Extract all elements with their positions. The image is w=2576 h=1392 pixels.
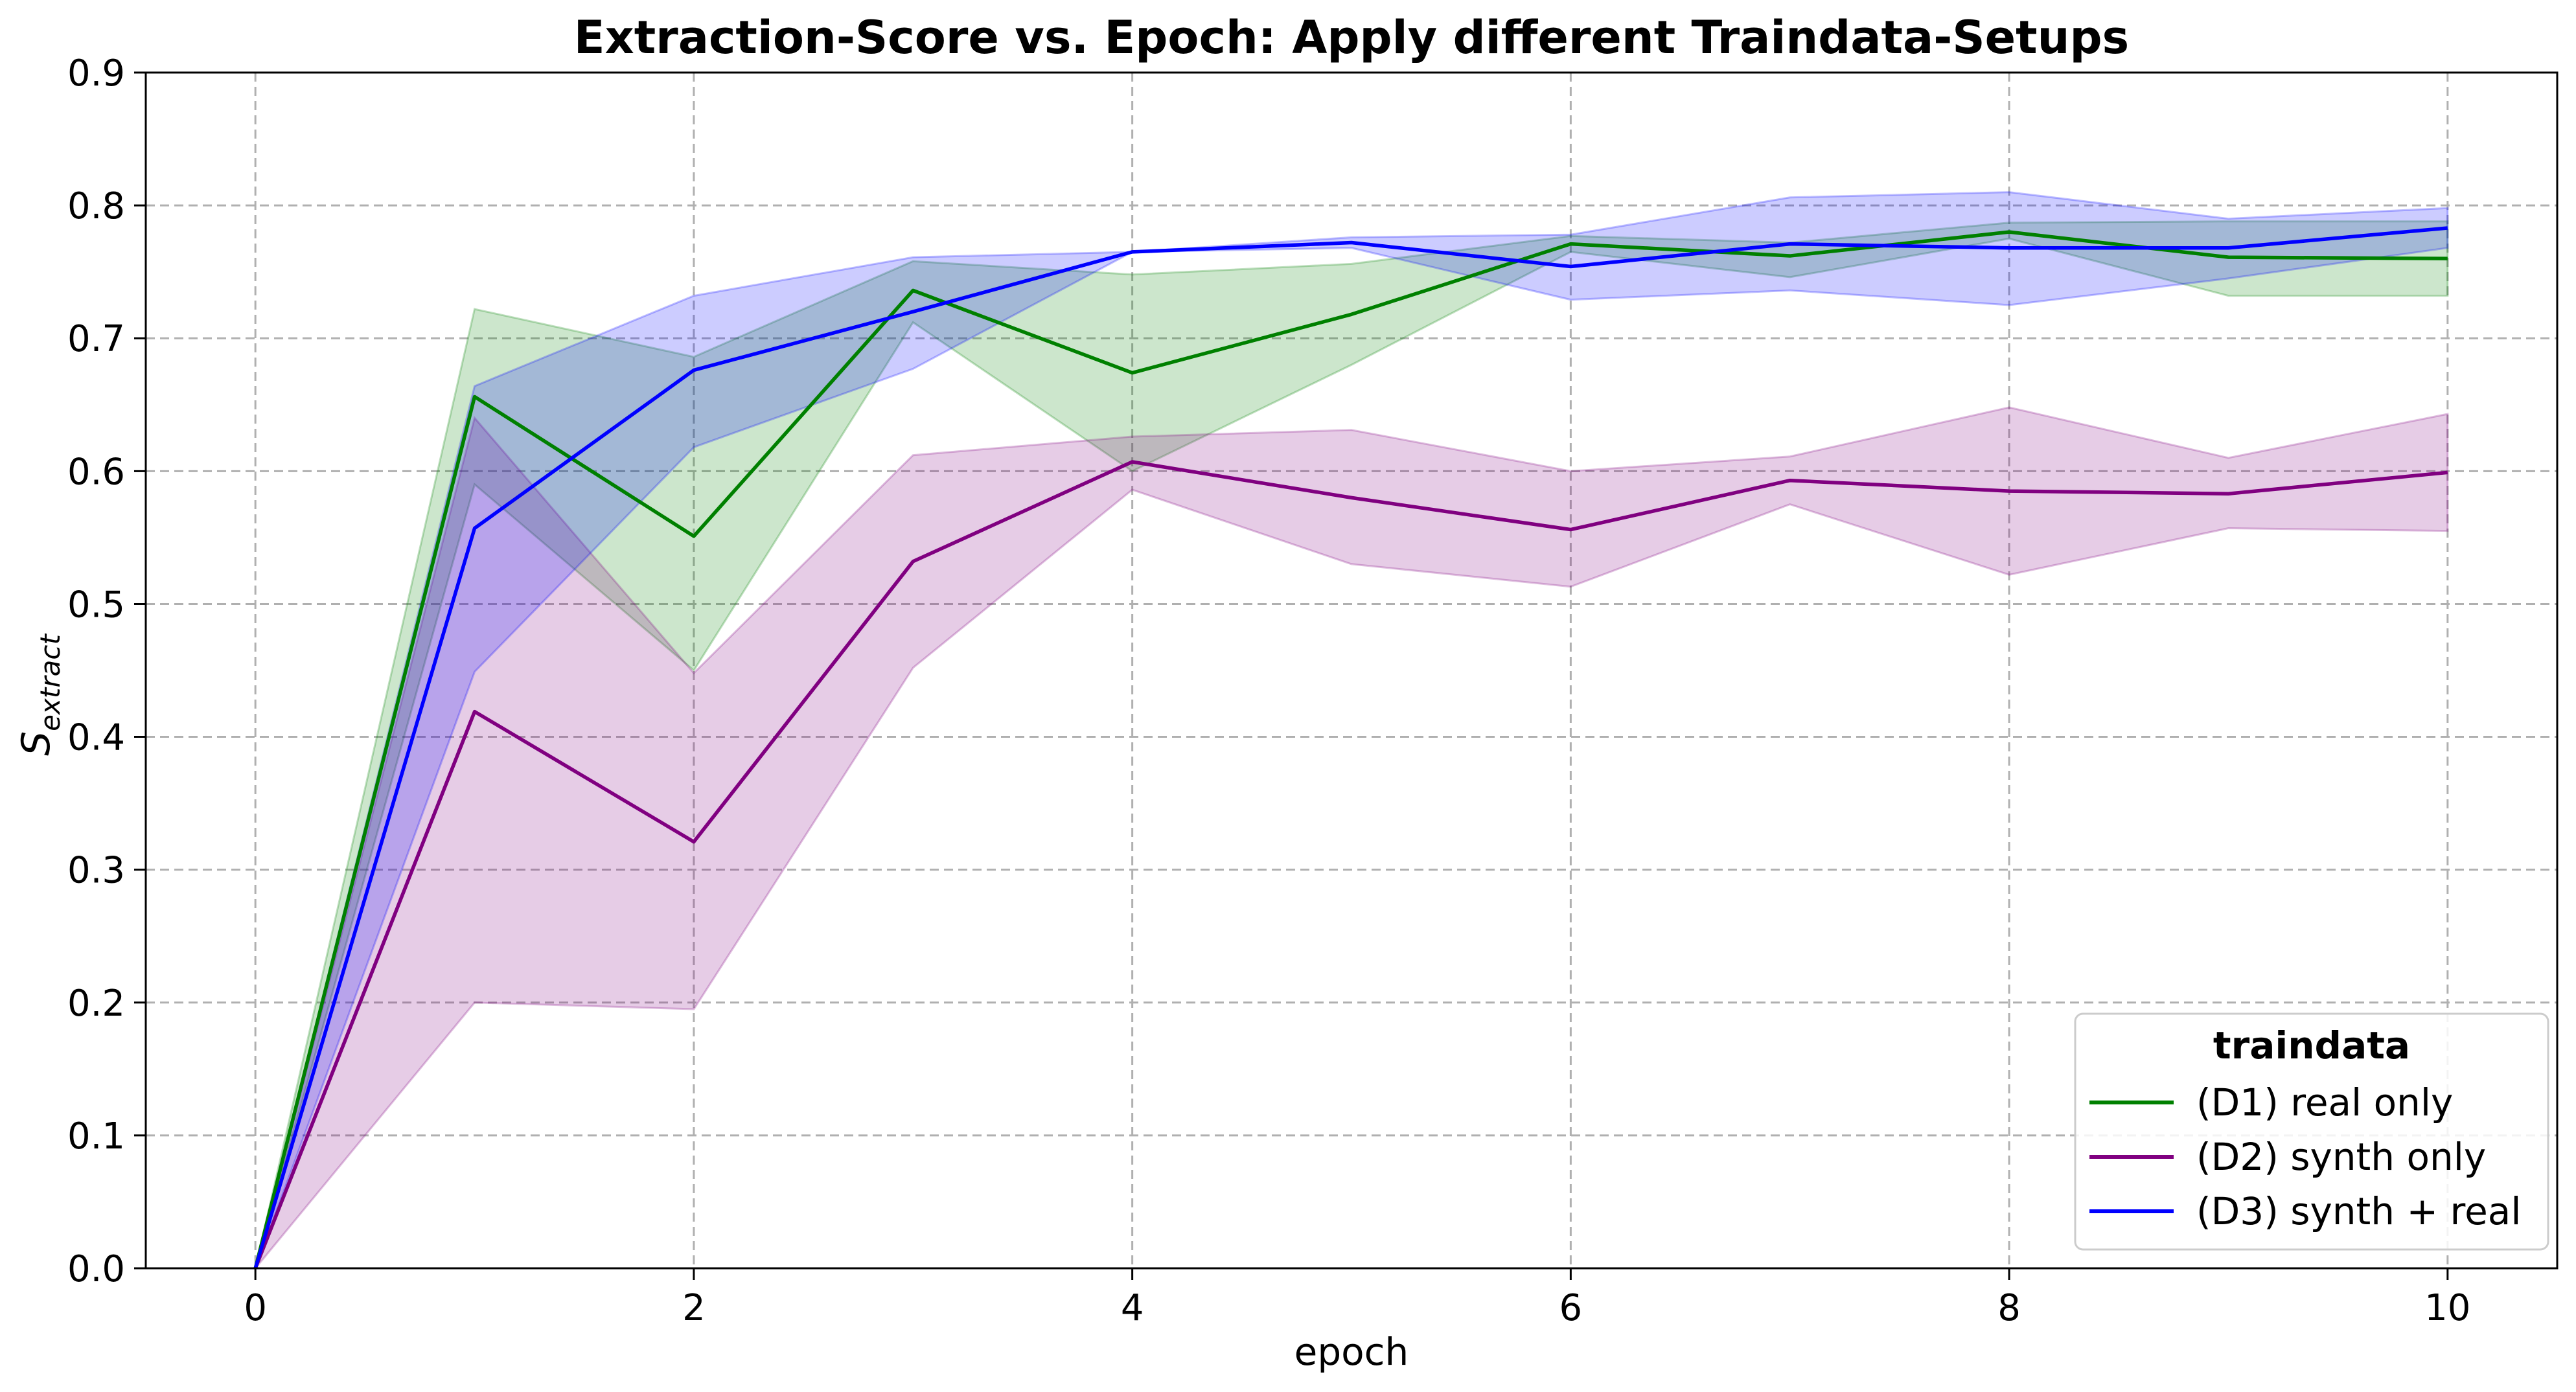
y-tick-label-2: 0.2: [67, 983, 125, 1025]
chart-title: Extraction-Score vs. Epoch: Apply differ…: [574, 11, 2129, 64]
legend: traindata (D1) real only(D2) synth only(…: [2074, 1012, 2549, 1251]
y-tick-label-5: 0.5: [67, 584, 125, 626]
y-axis-label: Sextract: [14, 633, 66, 756]
band-d3-synth-real: [254, 191, 2449, 1269]
series-line-d1-real-only: [253, 230, 2448, 1269]
band-d1-real-only: [254, 220, 2449, 1269]
x-tick-label-2: 4: [1121, 1287, 1144, 1329]
y-tick-label-1: 0.1: [67, 1115, 125, 1158]
x-axis-ticks: 0 2 4 6 8 10: [244, 1268, 2470, 1329]
x-tick-label-4: 8: [1997, 1287, 2021, 1329]
y-axis-ticks: 0.0 0.1 0.2 0.3 0.4 0.5 0.6 0.7 0.8 0.9: [67, 52, 146, 1290]
y-tick-label-8: 0.8: [67, 185, 125, 227]
y-axis-label-main: S: [14, 731, 59, 756]
series-lines: [253, 226, 2448, 1270]
series-line-d2-synth-only: [253, 460, 2448, 1270]
x-tick-label-0: 0: [244, 1287, 267, 1329]
x-tick-label-1: 2: [682, 1287, 706, 1329]
legend-entries: (D1) real only (D2) synth only (D3) synth …: [2089, 1080, 2521, 1233]
y-tick-label-3: 0.3: [67, 850, 125, 892]
y-axis-label-sub: extract: [34, 633, 66, 731]
legend-frame: [2074, 1012, 2549, 1251]
plot-frame: [144, 71, 2559, 1270]
y-tick-label-6: 0.6: [67, 451, 125, 493]
y-tick-label-9: 0.9: [67, 52, 125, 95]
legend-title: traindata: [2213, 1023, 2410, 1067]
legend-label-d1-real-only: (D1) real only: [2196, 1080, 2453, 1124]
x-tick-label-3: 6: [1559, 1287, 1583, 1329]
legend-label-d2-synth-only: (D2) synth only: [2196, 1135, 2486, 1179]
band-d2-synth-only: [254, 406, 2449, 1269]
confidence-bands: [254, 191, 2449, 1269]
x-axis-label: epoch: [1294, 1330, 1409, 1374]
y-tick-label-7: 0.7: [67, 318, 125, 360]
axes: [144, 71, 2559, 1270]
y-tick-label-4: 0.4: [67, 717, 125, 759]
series-line-d3-synth-real: [253, 226, 2448, 1269]
legend-label-d3-synth-real: (D3) synth + real: [2196, 1189, 2521, 1233]
y-tick-label-0: 0.0: [67, 1248, 125, 1290]
x-tick-label-5: 10: [2424, 1287, 2470, 1329]
